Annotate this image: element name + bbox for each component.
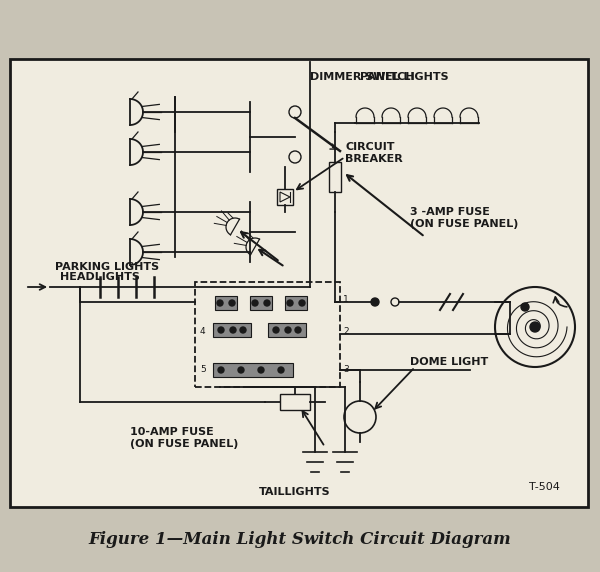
Bar <box>195 282 340 387</box>
Bar <box>215 296 237 310</box>
Bar <box>213 363 293 377</box>
Text: CIRCUIT
BREAKER: CIRCUIT BREAKER <box>345 142 403 164</box>
Circle shape <box>371 298 379 306</box>
Text: 2: 2 <box>343 328 349 336</box>
Text: 5: 5 <box>200 366 206 375</box>
Text: Figure 1—Main Light Switch Circuit Diagram: Figure 1—Main Light Switch Circuit Diagr… <box>89 531 511 549</box>
Text: 3: 3 <box>343 366 349 375</box>
Text: DIMMER SWITCH: DIMMER SWITCH <box>310 72 415 82</box>
Circle shape <box>391 298 399 306</box>
Text: 4: 4 <box>200 328 206 336</box>
Circle shape <box>229 300 235 306</box>
Circle shape <box>264 300 270 306</box>
Circle shape <box>285 327 291 333</box>
Text: 1: 1 <box>343 296 349 304</box>
Circle shape <box>495 287 575 367</box>
Bar <box>10 59 588 507</box>
Text: PARKING LIGHTS: PARKING LIGHTS <box>55 262 159 272</box>
Circle shape <box>287 300 293 306</box>
Circle shape <box>240 327 246 333</box>
Text: PANEL LIGHTS: PANEL LIGHTS <box>360 72 449 82</box>
Bar <box>277 189 293 205</box>
Circle shape <box>218 327 224 333</box>
Bar <box>285 296 307 310</box>
Text: 10-AMP FUSE
(ON FUSE PANEL): 10-AMP FUSE (ON FUSE PANEL) <box>130 427 238 448</box>
Circle shape <box>278 367 284 373</box>
Bar <box>280 394 310 410</box>
Circle shape <box>217 300 223 306</box>
Bar <box>250 296 272 310</box>
Bar <box>268 323 306 337</box>
Circle shape <box>218 367 224 373</box>
Circle shape <box>289 106 301 118</box>
Bar <box>213 323 251 337</box>
Text: 3 -AMP FUSE
(ON FUSE PANEL): 3 -AMP FUSE (ON FUSE PANEL) <box>410 207 518 229</box>
Bar <box>329 162 341 192</box>
Circle shape <box>230 327 236 333</box>
Circle shape <box>521 303 529 311</box>
Text: T-504: T-504 <box>529 482 560 492</box>
Circle shape <box>238 367 244 373</box>
Circle shape <box>289 151 301 163</box>
Circle shape <box>258 367 264 373</box>
Text: DOME LIGHT: DOME LIGHT <box>410 357 488 367</box>
Circle shape <box>299 300 305 306</box>
Circle shape <box>530 322 540 332</box>
Text: HEADLIGHTS: HEADLIGHTS <box>60 272 140 282</box>
Circle shape <box>252 300 258 306</box>
Text: TAILLIGHTS: TAILLIGHTS <box>259 487 331 497</box>
Circle shape <box>344 401 376 433</box>
Circle shape <box>295 327 301 333</box>
Circle shape <box>273 327 279 333</box>
